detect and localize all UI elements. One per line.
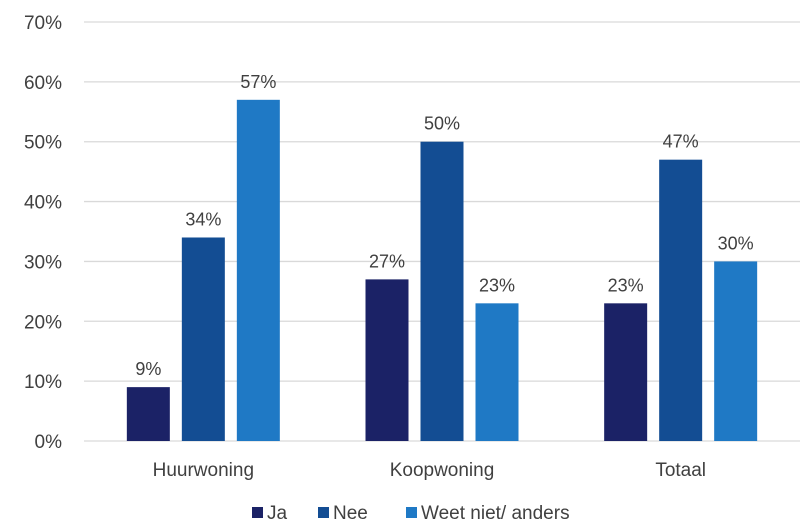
data-label: 30% xyxy=(718,233,754,253)
y-tick-label: 30% xyxy=(24,252,62,273)
data-label: 27% xyxy=(369,251,405,271)
bar-ja-totaal xyxy=(604,303,648,441)
bar-nee-totaal xyxy=(659,159,703,441)
bar-nee-koopwoning xyxy=(420,141,464,441)
category-label: Koopwoning xyxy=(390,460,495,481)
y-tick-label: 40% xyxy=(24,193,62,214)
bar-nee-huurwoning xyxy=(181,237,225,441)
legend-label: Weet niet/ anders xyxy=(421,503,570,524)
y-axis-tick-labels: 0% 10% 20% 30% 40% 50% 60% 70% xyxy=(24,13,62,453)
bar-weet-niet-anders-totaal xyxy=(714,261,758,441)
y-tick-label: 20% xyxy=(24,312,62,333)
y-tick-label: 60% xyxy=(24,73,62,94)
legend-swatch xyxy=(252,507,263,518)
y-tick-label: 0% xyxy=(35,432,63,453)
data-label: 9% xyxy=(135,359,161,379)
legend-swatch xyxy=(406,507,417,518)
bar-weet-niet-anders-koopwoning xyxy=(475,303,519,441)
y-tick-label: 50% xyxy=(24,133,62,154)
legend-swatch xyxy=(318,507,329,518)
category-label: Huurwoning xyxy=(153,460,254,481)
bars xyxy=(126,99,758,442)
data-label: 34% xyxy=(185,209,221,229)
bar-ja-huurwoning xyxy=(126,387,170,441)
y-tick-label: 70% xyxy=(24,13,62,34)
data-label: 57% xyxy=(240,72,276,92)
data-label: 23% xyxy=(608,275,644,295)
category-label: Totaal xyxy=(655,460,706,481)
x-axis-category-labels: Huurwoning Koopwoning Totaal xyxy=(153,460,706,481)
data-labels: 9% 34% 57% 27% 50% 23% 23% 47% 30% xyxy=(135,72,753,379)
bar-ja-koopwoning xyxy=(365,279,409,441)
legend-label: Nee xyxy=(333,503,368,524)
data-label: 47% xyxy=(663,132,699,152)
y-tick-label: 10% xyxy=(24,372,62,393)
data-label: 23% xyxy=(479,275,515,295)
bar-weet-niet-anders-huurwoning xyxy=(236,99,280,442)
data-label: 50% xyxy=(424,114,460,134)
legend-label: Ja xyxy=(267,503,288,524)
legend: Ja Nee Weet niet/ anders xyxy=(252,503,570,524)
